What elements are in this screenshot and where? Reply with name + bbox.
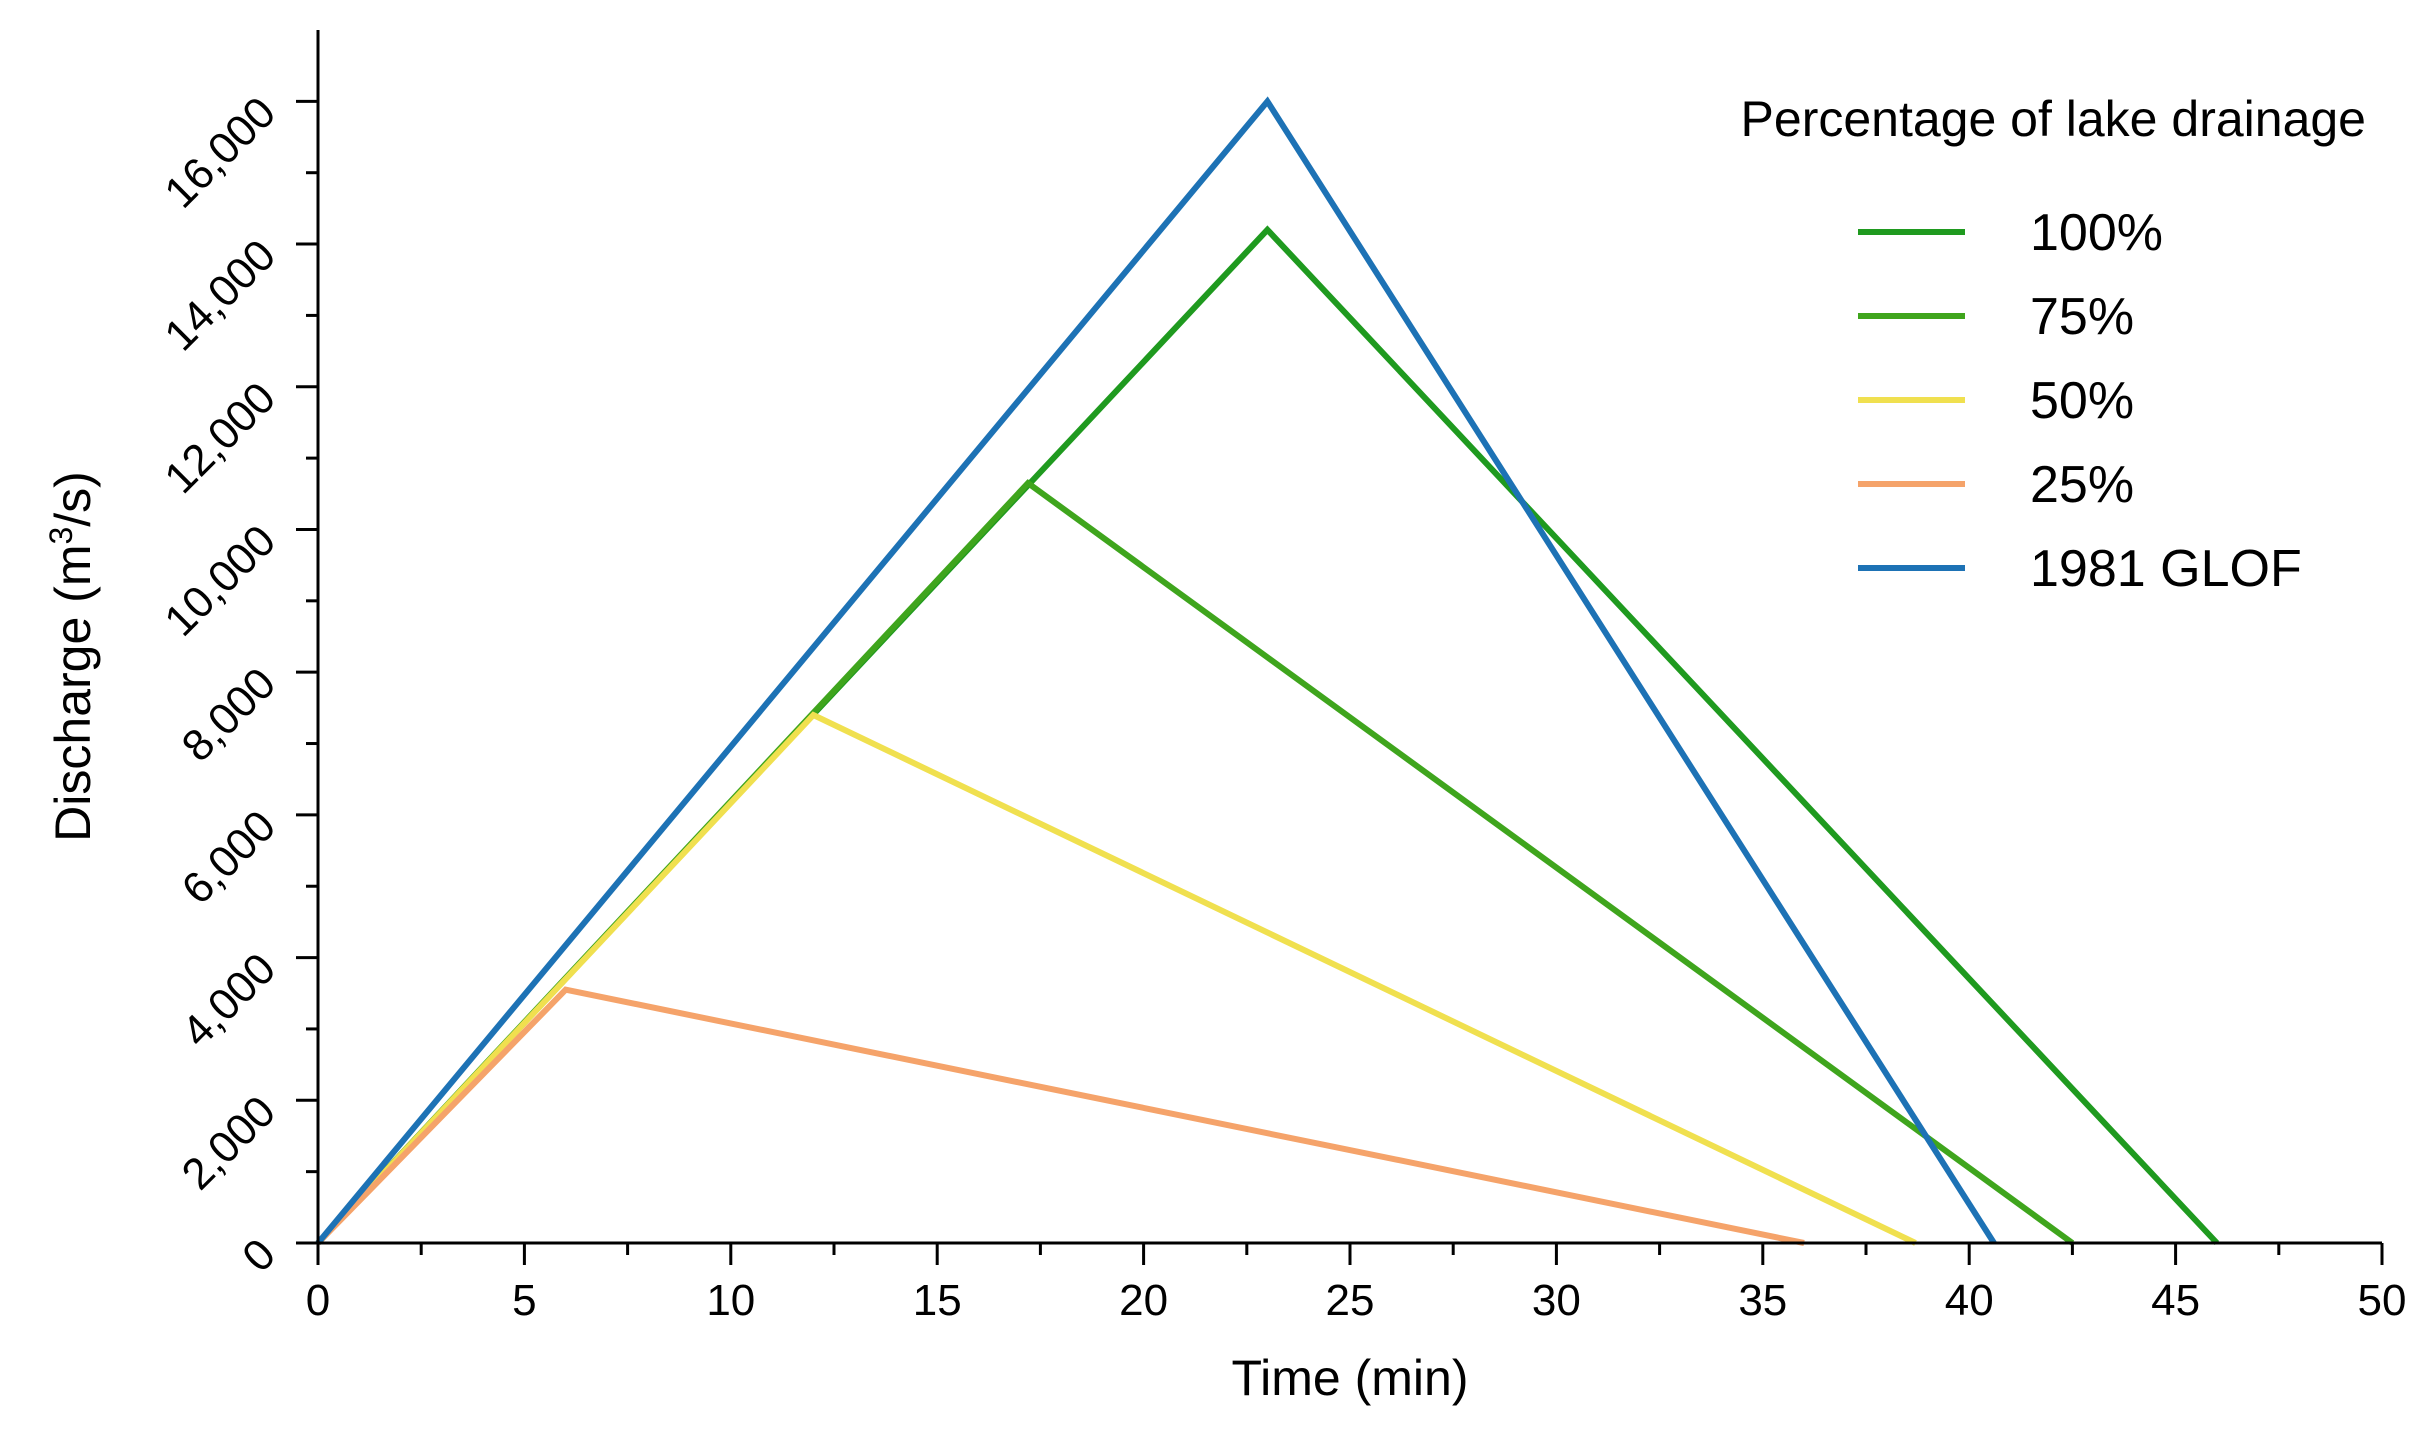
x-tick-label: 5 (512, 1276, 536, 1325)
x-tick-label: 35 (1738, 1276, 1787, 1325)
x-tick-label: 15 (913, 1276, 962, 1325)
legend-label-75-: 75% (2030, 288, 2134, 346)
y-axis-label-prefix: Discharge (m (45, 545, 101, 842)
y-axis-label-superscript: 3 (43, 527, 79, 545)
series-line-1981-glof (315, 96, 1997, 1245)
x-tick-label: 0 (306, 1276, 330, 1325)
legend-label-50-: 50% (2030, 372, 2134, 430)
x-ticks: 0 5 10 15 20 25 30 35 40 45 50 (306, 1243, 2407, 1325)
legend: Percentage of lake drainage 100% 75% 50% 25… (1741, 91, 2366, 598)
legend-title: Percentage of lake drainage (1741, 91, 2366, 147)
y-axis-label: Discharge (m3/s) (43, 471, 101, 842)
x-tick-label: 45 (2151, 1276, 2200, 1325)
legend-label-1981-glof: 1981 GLOF (2030, 540, 2302, 598)
y-axis-label-suffix: /s) (45, 471, 101, 527)
x-tick-label: 30 (1532, 1276, 1581, 1325)
x-tick-label: 50 (2358, 1276, 2407, 1325)
series-layer (315, 96, 2220, 1246)
x-tick-label: 40 (1945, 1276, 1994, 1325)
x-tick-label: 20 (1119, 1276, 1168, 1325)
x-axis-label: Time (min) (1231, 1350, 1468, 1406)
x-tick-label: 10 (706, 1276, 755, 1325)
x-tick-label: 25 (1326, 1276, 1375, 1325)
series-line-50- (315, 711, 1917, 1246)
series-line-25- (315, 986, 1805, 1246)
legend-label-100-: 100% (2030, 204, 2163, 262)
legend-label-25-: 25% (2030, 456, 2134, 514)
